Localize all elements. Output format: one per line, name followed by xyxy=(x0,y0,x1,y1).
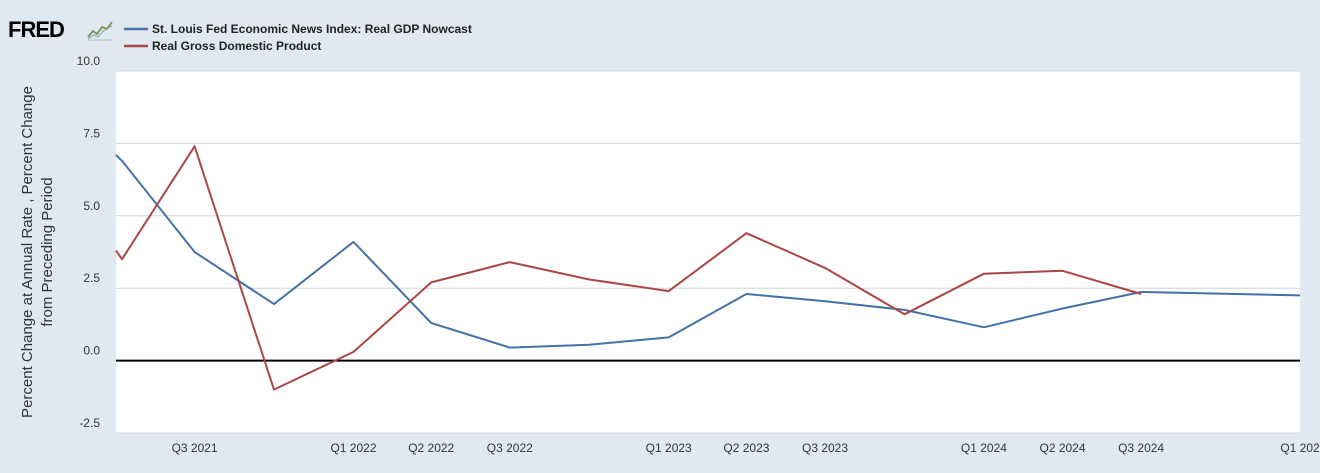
legend-label-nowcast: St. Louis Fed Economic News Index: Real … xyxy=(152,22,472,36)
x-tick-label: Q3 2022 xyxy=(487,441,533,455)
x-tick-label: Q2 2023 xyxy=(723,441,769,455)
legend: St. Louis Fed Economic News Index: Real … xyxy=(124,22,472,53)
grid-lines xyxy=(116,70,1300,434)
y-axis-title-line-1: Percent Change at Annual Rate , Percent … xyxy=(19,86,36,418)
x-tick-label: Q1 202 xyxy=(1280,441,1320,455)
x-tick-label: Q1 2022 xyxy=(330,441,376,455)
y-tick-label: 0.0 xyxy=(83,344,100,358)
x-axis-ticks: Q3 2021 Q1 2022 Q2 2022 Q3 2022 Q1 2023 Q2 20… xyxy=(172,441,1320,455)
legend-item-real-gdp[interactable]: Real Gross Domestic Product xyxy=(124,39,321,53)
x-tick-label: Q3 2023 xyxy=(802,441,848,455)
y-tick-label: 2.5 xyxy=(83,271,100,285)
y-tick-label: -2.5 xyxy=(79,416,100,430)
x-tick-label: Q2 2022 xyxy=(408,441,454,455)
y-tick-label: 10.0 xyxy=(77,54,101,68)
series-lines xyxy=(115,145,1301,391)
x-tick-label: Q3 2024 xyxy=(1118,441,1164,455)
x-tick-label: Q3 2021 xyxy=(172,441,218,455)
y-axis-ticks: 10.0 7.5 5.0 2.5 0.0 -2.5 xyxy=(77,54,101,430)
x-tick-label: Q1 2024 xyxy=(961,441,1007,455)
fred-line-chart-icon xyxy=(87,21,113,41)
legend-item-nowcast[interactable]: St. Louis Fed Economic News Index: Real … xyxy=(124,22,472,36)
series-line-nowcast[interactable] xyxy=(115,154,1301,349)
series-line-real-gdp[interactable] xyxy=(115,145,1142,391)
fred-logo-text: FRED xyxy=(8,17,64,42)
y-tick-label: 7.5 xyxy=(83,126,100,140)
fred-logo[interactable]: FRED xyxy=(8,17,113,42)
x-tick-label: Q2 2024 xyxy=(1039,441,1085,455)
y-axis-title: Percent Change at Annual Rate , Percent … xyxy=(19,86,56,418)
y-tick-label: 5.0 xyxy=(83,199,100,213)
plot-area xyxy=(116,71,1300,433)
legend-label-real-gdp: Real Gross Domestic Product xyxy=(152,39,321,53)
x-tick-label: Q1 2023 xyxy=(646,441,692,455)
y-axis-title-line-2: from Preceding Period xyxy=(39,177,56,326)
